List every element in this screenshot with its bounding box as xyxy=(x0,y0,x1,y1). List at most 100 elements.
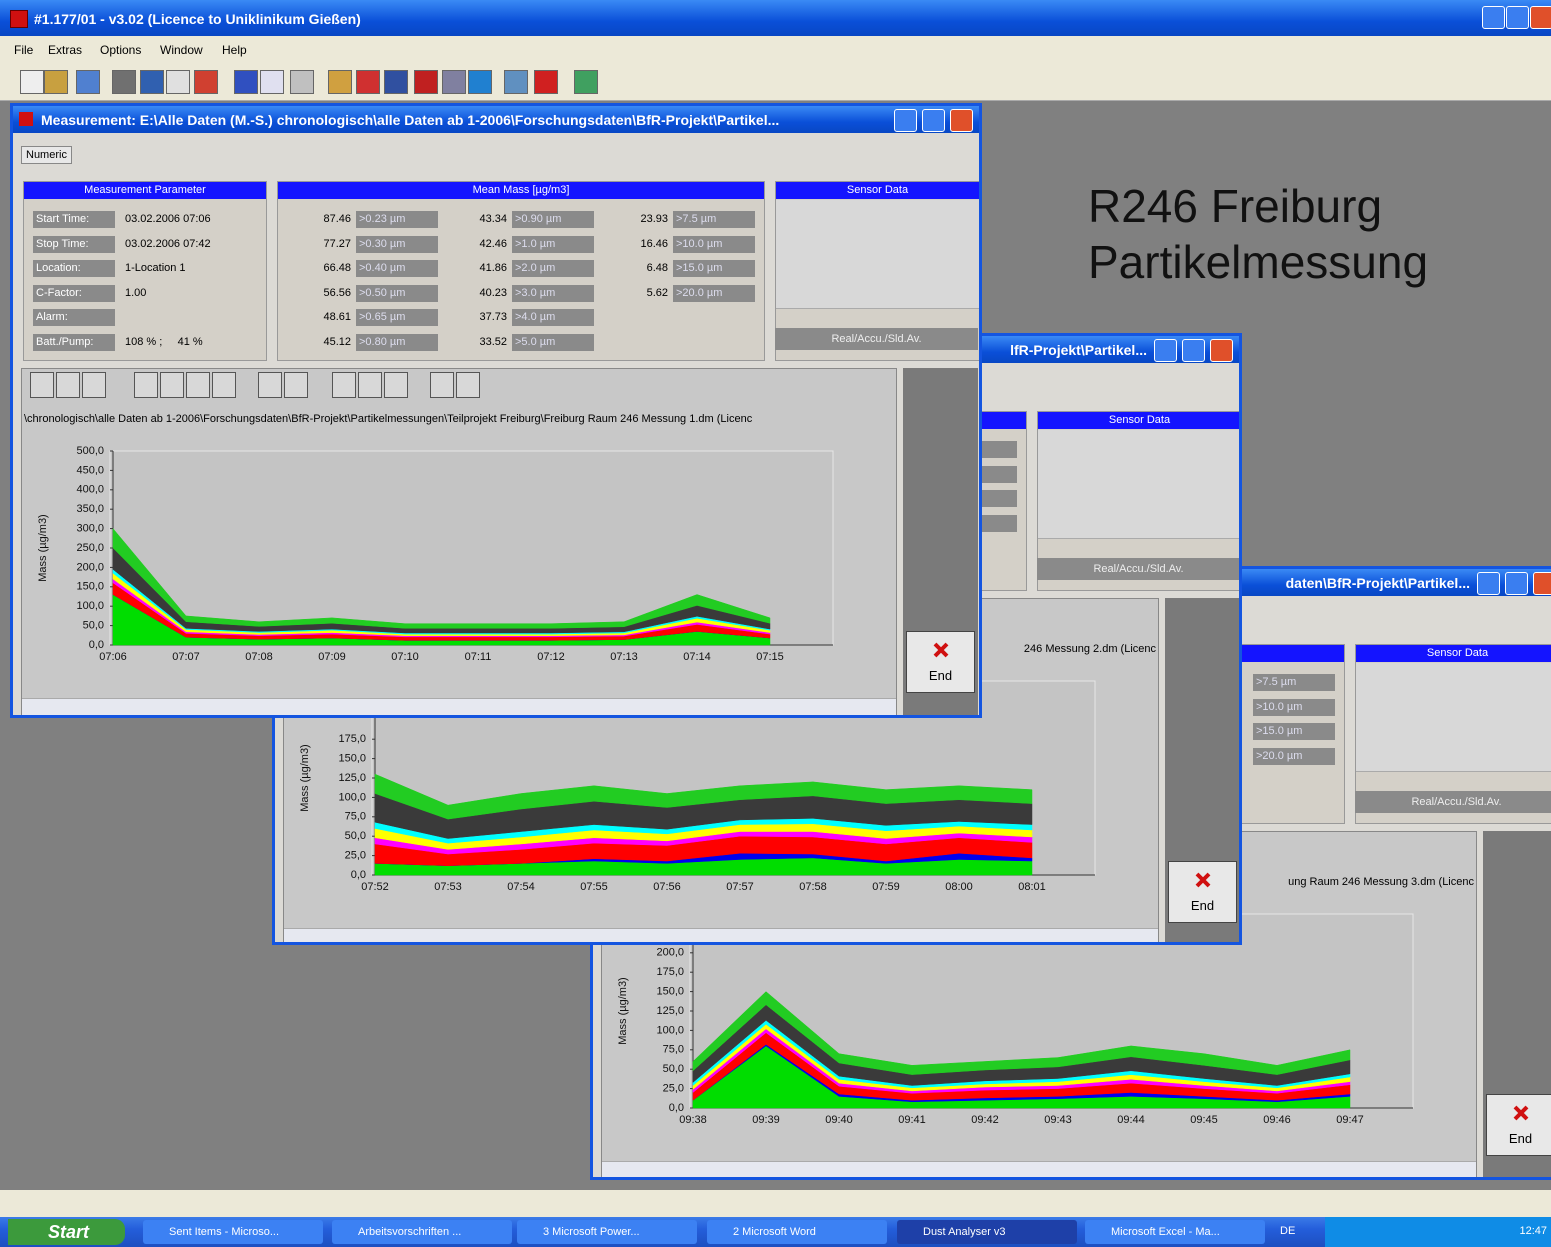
toolbar-button[interactable] xyxy=(574,70,598,94)
mean-mass-value: 87.46 xyxy=(296,213,351,225)
window-button[interactable] xyxy=(1182,339,1205,362)
taskbar-item[interactable]: Dust Analyser v3 xyxy=(897,1220,1077,1244)
toolbar-button[interactable] xyxy=(44,70,68,94)
menu-item[interactable]: Window xyxy=(160,43,203,57)
window-button[interactable] xyxy=(1506,6,1529,29)
annotation-line: R246 Freiburg xyxy=(1088,178,1428,234)
app-icon xyxy=(10,10,28,28)
mean-mass-value: 42.46 xyxy=(452,238,507,250)
chart-tool-button[interactable] xyxy=(134,372,158,398)
chart-tool-button[interactable] xyxy=(430,372,454,398)
size-box: >0.65 µm xyxy=(356,309,438,326)
end-button[interactable]: End xyxy=(906,631,975,693)
toolbar-button[interactable] xyxy=(260,70,284,94)
taskbar-item[interactable]: Microsoft Excel - Ma... xyxy=(1085,1220,1265,1244)
menu-item[interactable]: Help xyxy=(222,43,247,57)
parameter-label: C-Factor: xyxy=(33,285,115,302)
taskbar-item[interactable]: Sent Items - Microso... xyxy=(143,1220,323,1244)
toolbar-button[interactable] xyxy=(140,70,164,94)
toolbar-button[interactable] xyxy=(194,70,218,94)
parameter-label: Location: xyxy=(33,260,115,277)
mean-mass-value: 33.52 xyxy=(452,336,507,348)
mean-mass-value: 77.27 xyxy=(296,238,351,250)
toolbar-button[interactable] xyxy=(20,70,44,94)
tab[interactable]: Numeric xyxy=(21,146,72,164)
chart-tool-button[interactable] xyxy=(384,372,408,398)
tray: 12:47 xyxy=(1325,1217,1551,1247)
toolbar-button[interactable] xyxy=(112,70,136,94)
window-button[interactable] xyxy=(1210,339,1233,362)
chart-tool-button[interactable] xyxy=(212,372,236,398)
window-button[interactable] xyxy=(1505,572,1528,595)
y-tick-label: 200,0 xyxy=(76,561,104,573)
x-tick-label: 09:42 xyxy=(971,1114,999,1126)
toolbar-button[interactable] xyxy=(356,70,380,94)
end-icon xyxy=(933,642,949,658)
end-button[interactable]: End xyxy=(1168,861,1237,923)
y-tick-label: 450,0 xyxy=(76,464,104,476)
window-title: daten\BfR-Projekt\Partikel... xyxy=(1286,575,1470,591)
chart-tool-button[interactable] xyxy=(284,372,308,398)
taskbar-item[interactable]: Arbeitsvorschriften ... xyxy=(332,1220,512,1244)
menu-item[interactable]: Options xyxy=(100,43,141,57)
panel-header: Sensor Data xyxy=(1038,412,1241,429)
mean-mass-value: 37.73 xyxy=(452,311,507,323)
window-button[interactable] xyxy=(894,109,917,132)
toolbar-button[interactable] xyxy=(234,70,258,94)
toolbar-button[interactable] xyxy=(290,70,314,94)
size-box: >1.0 µm xyxy=(512,236,594,253)
toolbar-button[interactable] xyxy=(534,70,558,94)
toolbar-button[interactable] xyxy=(468,70,492,94)
x-tick-label: 08:01 xyxy=(1018,881,1046,893)
mean-mass-value: 6.48 xyxy=(613,262,668,274)
toolbar xyxy=(0,64,1551,101)
taskbar-item[interactable]: 2 Microsoft Word xyxy=(707,1220,887,1244)
language: DE xyxy=(1280,1225,1295,1237)
parameter-value: 108 % ; 41 % xyxy=(125,336,203,348)
x-tick-label: 07:10 xyxy=(391,651,419,663)
chart-tool-button[interactable] xyxy=(186,372,210,398)
x-tick-label: 07:13 xyxy=(610,651,638,663)
window-title: lfR-Projekt\Partikel... xyxy=(1010,342,1147,358)
mode-button[interactable]: Real/Accu./Sld.Av. xyxy=(1355,791,1551,813)
window-button[interactable] xyxy=(1477,572,1500,595)
window-button[interactable] xyxy=(950,109,973,132)
mode-button[interactable]: Real/Accu./Sld.Av. xyxy=(775,328,978,350)
window-button[interactable] xyxy=(1533,572,1551,595)
window-button[interactable] xyxy=(1154,339,1177,362)
start-button[interactable]: Start xyxy=(8,1219,125,1245)
toolbar-button[interactable] xyxy=(328,70,352,94)
chart-tool-button[interactable] xyxy=(332,372,356,398)
parameter-value: 03.02.2006 07:42 xyxy=(125,238,211,250)
chart-tool-button[interactable] xyxy=(160,372,184,398)
toolbar-button[interactable] xyxy=(414,70,438,94)
parameter-value: 03.02.2006 07:06 xyxy=(125,213,211,225)
chart-tool-button[interactable] xyxy=(456,372,480,398)
chart-tool-button[interactable] xyxy=(30,372,54,398)
menu-item[interactable]: Extras xyxy=(48,43,82,57)
chart-tool-button[interactable] xyxy=(82,372,106,398)
toolbar-button[interactable] xyxy=(166,70,190,94)
mean-mass-value: 16.46 xyxy=(613,238,668,250)
chart-tool-button[interactable] xyxy=(56,372,80,398)
taskbar-item[interactable]: 3 Microsoft Power... xyxy=(517,1220,697,1244)
y-tick-label: 50,0 xyxy=(345,830,366,842)
toolbar-button[interactable] xyxy=(384,70,408,94)
end-button[interactable]: End xyxy=(1486,1094,1551,1156)
chart-tool-button[interactable] xyxy=(258,372,282,398)
parameter-label: Batt./Pump: xyxy=(33,334,115,351)
x-tick-label: 07:59 xyxy=(872,881,900,893)
window-button[interactable] xyxy=(922,109,945,132)
panel-header: Sensor Data xyxy=(1356,645,1551,662)
chart-tool-button[interactable] xyxy=(358,372,382,398)
menu-item[interactable]: File xyxy=(14,43,33,57)
size-box: >3.0 µm xyxy=(512,285,594,302)
window-button[interactable] xyxy=(1482,6,1505,29)
window-button[interactable] xyxy=(1530,6,1551,29)
mean-mass-value: 40.23 xyxy=(452,287,507,299)
status-strip xyxy=(0,1190,1551,1217)
mode-button[interactable]: Real/Accu./Sld.Av. xyxy=(1037,558,1240,580)
toolbar-button[interactable] xyxy=(76,70,100,94)
toolbar-button[interactable] xyxy=(442,70,466,94)
toolbar-button[interactable] xyxy=(504,70,528,94)
